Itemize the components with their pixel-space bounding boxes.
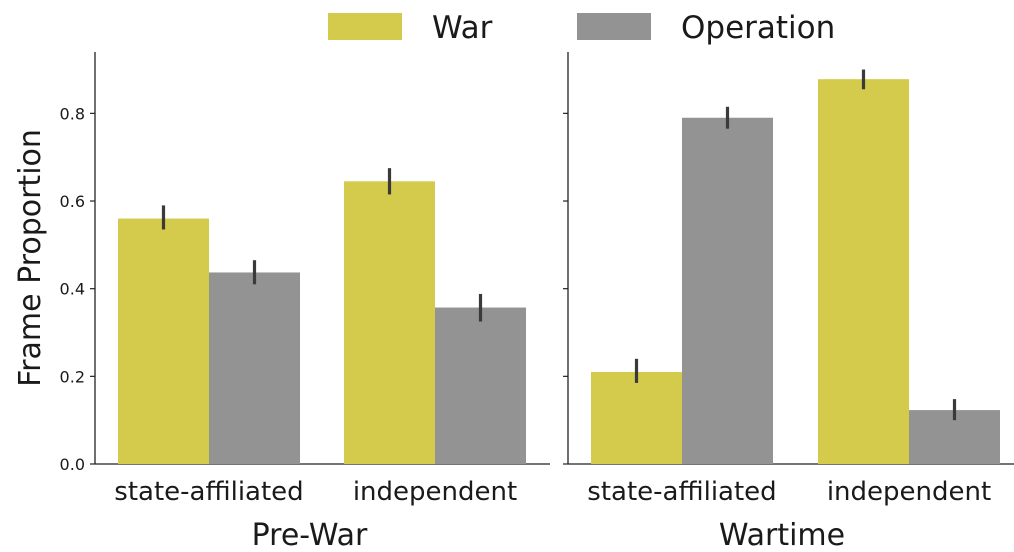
bar-operation-state-affiliated <box>209 272 300 464</box>
bar-operation-state-affiliated <box>682 117 773 464</box>
y-tick-label: 0.2 <box>60 367 85 386</box>
panel-wartime: state-affiliated independent Wartime <box>563 52 1014 552</box>
y-tick-label: 0.6 <box>60 192 85 211</box>
chart-panels: 0.0 0.2 0.4 0.6 0.8 state-affiliated independe… <box>60 52 1014 552</box>
legend-label-operation: Operation <box>681 10 835 46</box>
legend: War Operation <box>328 10 835 46</box>
bar-war-independent <box>818 79 909 464</box>
x-category-label: state-affiliated <box>114 477 303 507</box>
panel-title: Pre-War <box>252 518 368 552</box>
bar-war-state-affiliated <box>591 371 682 464</box>
y-axis-label: Frame Proportion <box>13 129 48 387</box>
panel-title: Wartime <box>719 518 845 552</box>
bar-war-independent <box>344 181 435 465</box>
y-tick-label: 0.4 <box>60 280 85 299</box>
x-category-label: independent <box>827 477 991 507</box>
legend-swatch-war <box>328 13 402 40</box>
legend-label-war: War <box>432 10 493 46</box>
panel-pre-war: 0.0 0.2 0.4 0.6 0.8 state-affiliated independe… <box>60 52 550 552</box>
x-category-label: independent <box>353 477 517 507</box>
legend-swatch-operation <box>577 13 651 40</box>
bar-war-state-affiliated <box>118 218 209 464</box>
x-category-label: state-affiliated <box>587 477 776 507</box>
y-tick-label: 0.0 <box>60 455 85 474</box>
y-tick-label: 0.8 <box>60 104 85 123</box>
bar-operation-independent <box>435 307 526 464</box>
